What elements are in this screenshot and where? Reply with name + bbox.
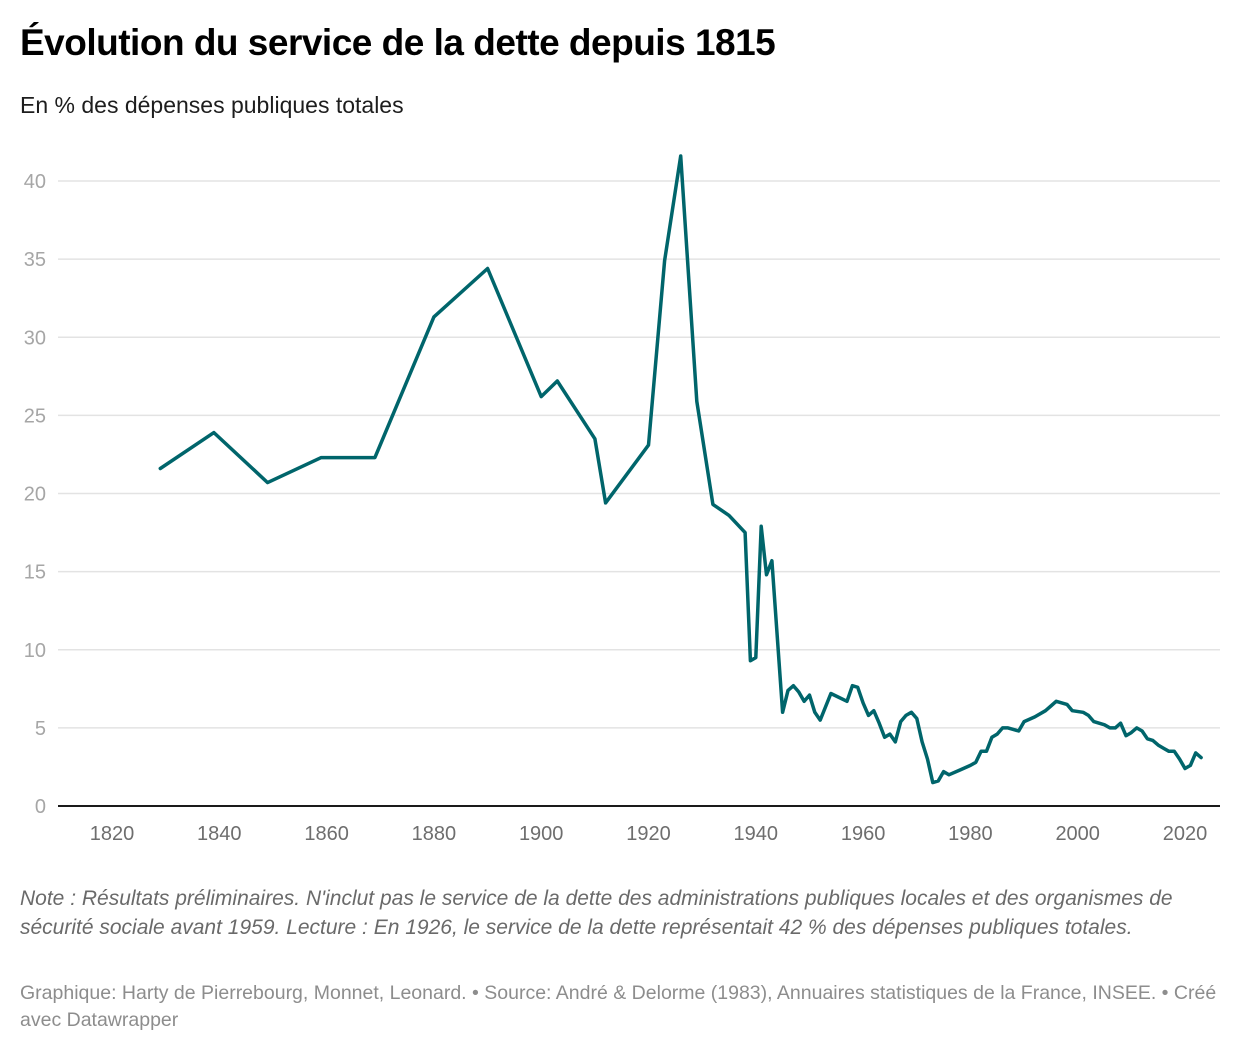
y-tick-label: 20: [24, 484, 46, 506]
chart-title: Évolution du service de la dette depuis …: [20, 22, 776, 63]
y-axis: 0 5 10 15 20 25 30 35 40: [24, 171, 46, 818]
y-tick-label: 25: [24, 405, 46, 427]
x-tick-label: 1860: [304, 823, 349, 845]
y-tick-label: 40: [24, 171, 46, 193]
gridlines: [58, 180, 1220, 729]
x-tick-label: 1940: [734, 823, 779, 845]
chart-note: Note : Résultats préliminaires. N'inclut…: [20, 887, 1173, 939]
x-axis: 1820 1840 1860 1880 1900 1920 1940 1960 1980 2000…: [90, 823, 1208, 845]
chart-subtitle: En % des dépenses publiques totales: [20, 92, 404, 118]
y-tick-label: 30: [24, 327, 46, 349]
x-tick-label: 1880: [412, 823, 457, 845]
series-line-debt-service: [158, 154, 1203, 785]
x-tick-label: 2020: [1163, 823, 1208, 845]
y-tick-label: 15: [24, 562, 46, 584]
x-tick-label: 1840: [197, 823, 242, 845]
x-tick-label: 2000: [1055, 823, 1100, 845]
y-tick-label: 10: [24, 640, 46, 662]
x-tick-label: 1980: [948, 823, 993, 845]
y-tick-label: 0: [35, 796, 46, 818]
y-tick-label: 5: [35, 718, 46, 740]
x-tick-label: 1820: [90, 823, 135, 845]
y-tick-label: 35: [24, 249, 46, 271]
chart-credits: Graphique: Harty de Pierrebourg, Monnet,…: [20, 982, 1217, 1031]
x-tick-label: 1960: [841, 823, 886, 845]
x-tick-label: 1920: [626, 823, 671, 845]
x-tick-label: 1900: [519, 823, 564, 845]
line-chart: 0 5 10 15 20 25 30 35 40 1820 1840 1860 1880 1900 192…: [24, 154, 1220, 845]
